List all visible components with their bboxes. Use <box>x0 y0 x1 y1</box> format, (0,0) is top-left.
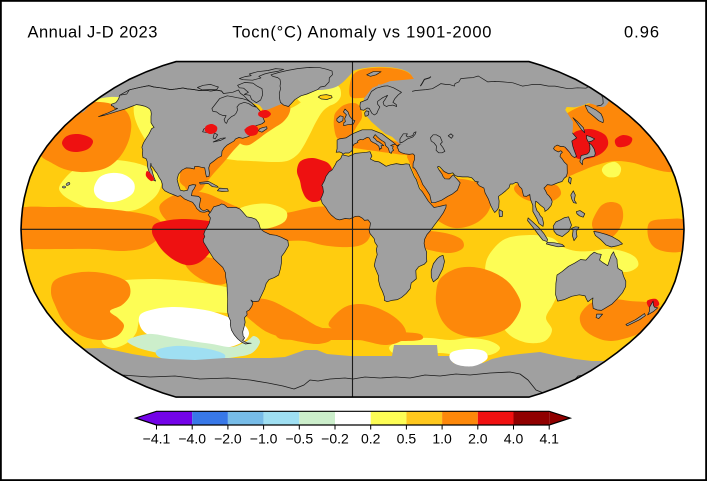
svg-text:Annual J-D 2023: Annual J-D 2023 <box>28 24 158 42</box>
svg-text:Tocn(°C) Anomaly vs 1901-2000: Tocn(°C) Anomaly vs 1901-2000 <box>232 24 492 42</box>
svg-text:−2.0: −2.0 <box>214 431 242 447</box>
svg-text:4.0: 4.0 <box>504 431 524 447</box>
svg-text:2.0: 2.0 <box>468 431 488 447</box>
svg-text:−0.2: −0.2 <box>321 431 349 447</box>
svg-text:0.2: 0.2 <box>361 431 381 447</box>
svg-text:0.5: 0.5 <box>397 431 417 447</box>
svg-text:−1.0: −1.0 <box>250 431 278 447</box>
svg-text:1.0: 1.0 <box>432 431 452 447</box>
svg-text:4.1: 4.1 <box>539 431 559 447</box>
svg-text:−0.5: −0.5 <box>285 431 313 447</box>
svg-text:0.96: 0.96 <box>624 24 660 42</box>
svg-text:−4.1: −4.1 <box>143 431 171 447</box>
svg-text:−4.0: −4.0 <box>178 431 206 447</box>
